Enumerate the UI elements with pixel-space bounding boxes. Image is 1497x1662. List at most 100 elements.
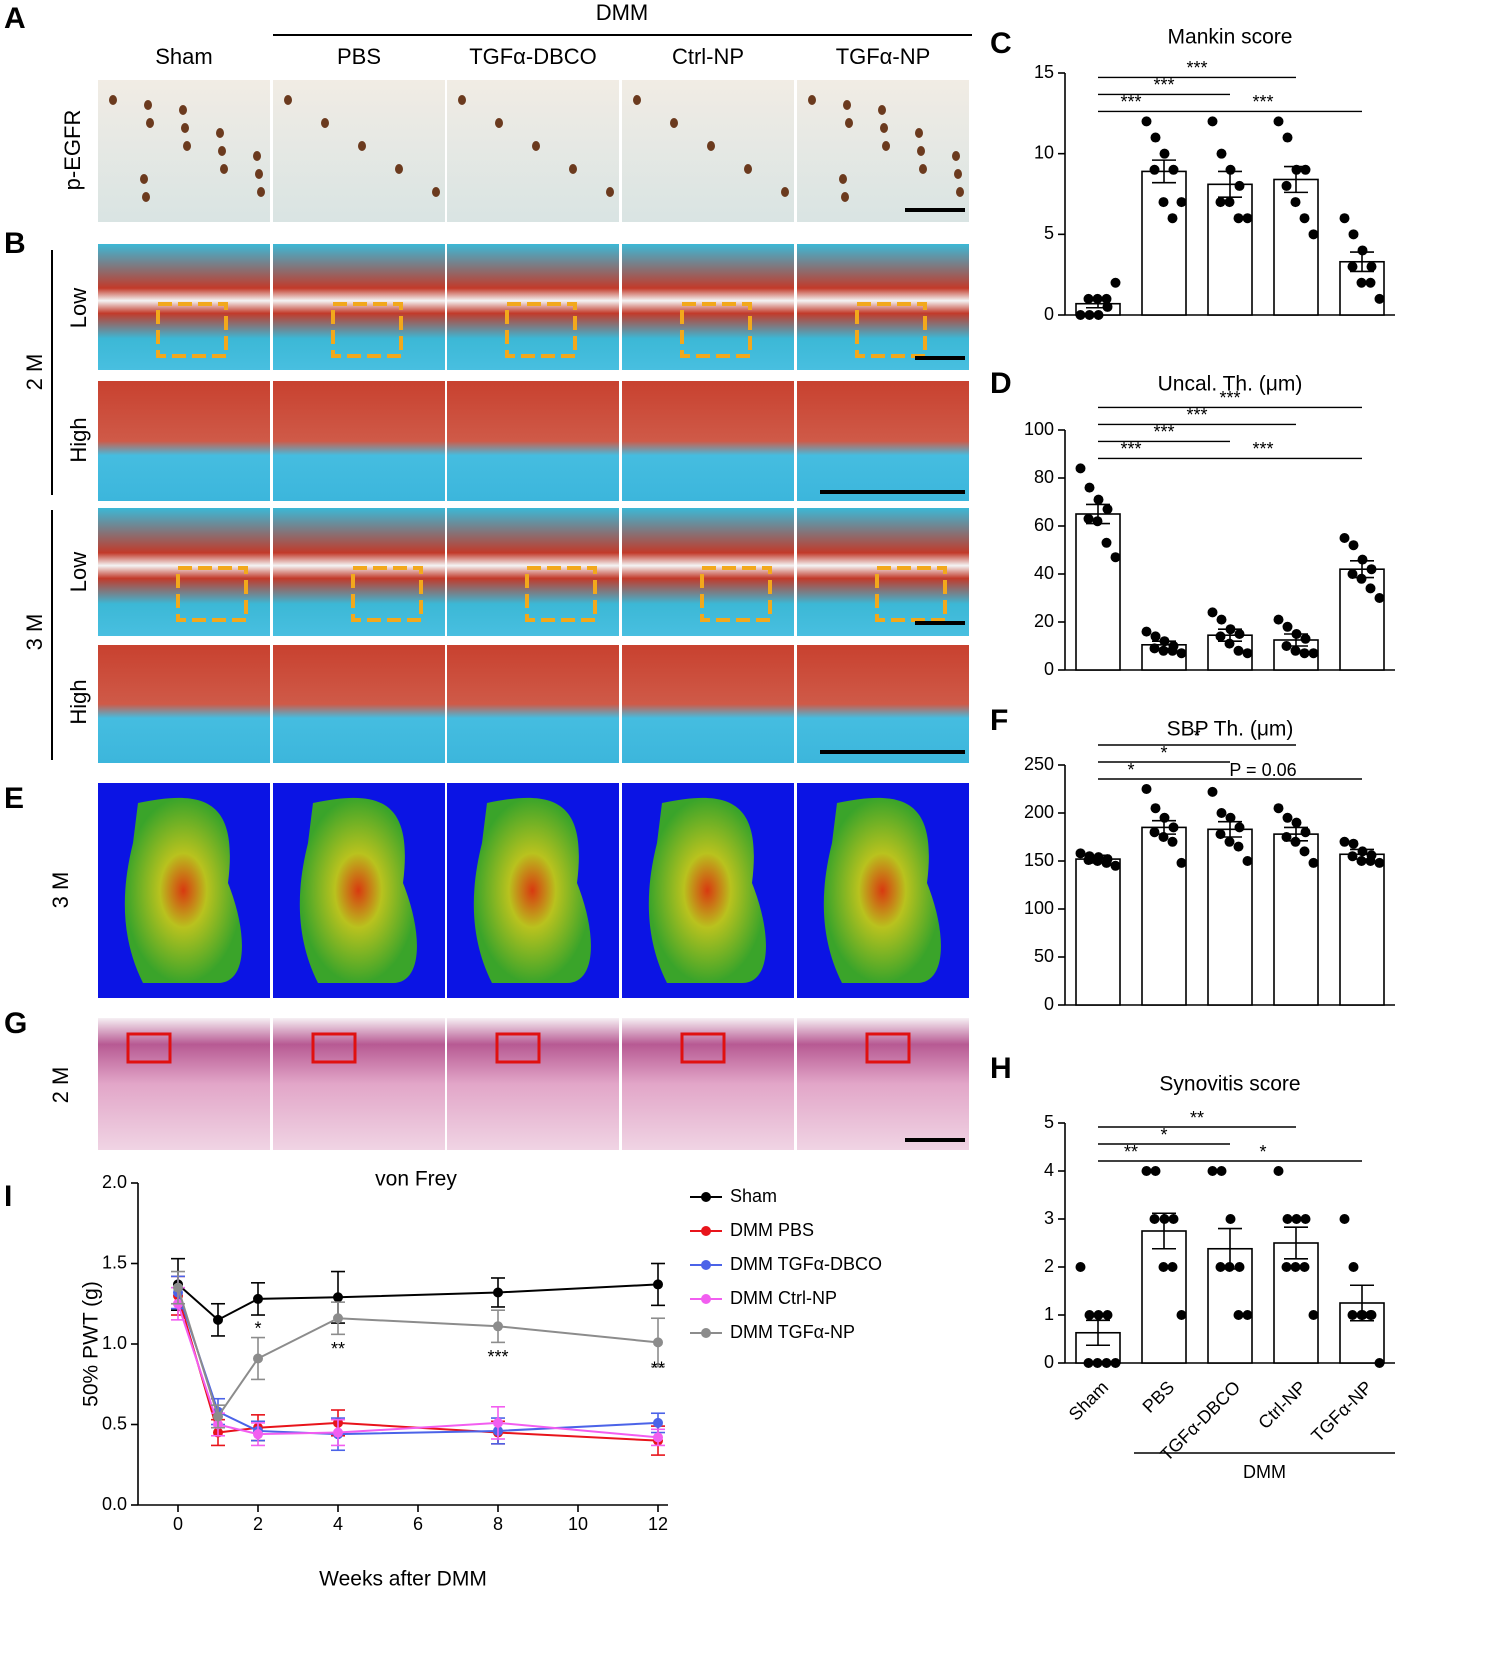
micrograph bbox=[622, 381, 794, 501]
data-point bbox=[1102, 1310, 1113, 1320]
data-point bbox=[1102, 301, 1113, 312]
y-tick-label: 1.0 bbox=[102, 1333, 127, 1353]
data-point bbox=[1084, 310, 1095, 320]
y-tick-label: 4 bbox=[1044, 1160, 1054, 1180]
surface bbox=[823, 797, 941, 983]
y-tick-label: 10 bbox=[1034, 142, 1054, 162]
row-label: p-EGFR bbox=[60, 110, 85, 191]
data-point bbox=[1225, 164, 1236, 175]
roi-box bbox=[331, 302, 403, 358]
data-point bbox=[1348, 229, 1359, 240]
y-tick-label: 100 bbox=[1024, 898, 1054, 918]
cell bbox=[181, 123, 189, 133]
chart-title: von Frey bbox=[375, 1168, 457, 1191]
data-point bbox=[1339, 836, 1350, 847]
roi-box bbox=[495, 1032, 541, 1064]
x-tick-label: PBS bbox=[1139, 1377, 1179, 1417]
data-point bbox=[1150, 803, 1161, 814]
x-tick-label: Ctrl-NP bbox=[1254, 1377, 1310, 1433]
significance-label: *** bbox=[1186, 58, 1207, 78]
micrograph bbox=[98, 244, 270, 370]
cell bbox=[257, 187, 265, 197]
cell bbox=[179, 105, 187, 115]
x-tick-label: Sham bbox=[1065, 1377, 1112, 1424]
data-point bbox=[1102, 504, 1113, 515]
data-point bbox=[1281, 832, 1292, 842]
data-point bbox=[1339, 213, 1350, 224]
data-point bbox=[253, 1293, 263, 1304]
data-point bbox=[1093, 310, 1104, 320]
data-point bbox=[1101, 1358, 1112, 1368]
data-point bbox=[1176, 197, 1187, 208]
data-point bbox=[1233, 841, 1244, 852]
data-point bbox=[1374, 593, 1385, 603]
cell bbox=[146, 118, 154, 128]
data-point bbox=[1101, 293, 1112, 304]
micrograph bbox=[447, 244, 619, 370]
significance-label: * bbox=[1259, 1142, 1266, 1162]
data-point bbox=[1215, 197, 1226, 208]
data-point bbox=[1207, 116, 1218, 127]
data-point bbox=[1374, 1358, 1385, 1368]
x-tick-label: 10 bbox=[568, 1514, 588, 1534]
data-point bbox=[1299, 1262, 1310, 1272]
cell bbox=[880, 123, 888, 133]
data-point bbox=[493, 1321, 503, 1332]
cell bbox=[532, 141, 540, 151]
panel-letter: D bbox=[990, 367, 1012, 400]
series-line bbox=[177, 1283, 659, 1322]
x-tick-label: 4 bbox=[333, 1514, 343, 1534]
data-point bbox=[1176, 857, 1187, 868]
cell bbox=[183, 141, 191, 151]
micrograph bbox=[273, 1018, 445, 1150]
x-axis-title: Weeks after DMM bbox=[319, 1568, 487, 1591]
significance-label: ** bbox=[1190, 1108, 1204, 1128]
surface bbox=[473, 797, 591, 983]
micrograph bbox=[273, 381, 445, 501]
bar bbox=[1273, 1242, 1319, 1364]
data-point bbox=[1339, 1214, 1350, 1224]
data-point bbox=[1374, 857, 1385, 868]
data-point bbox=[1216, 1166, 1227, 1176]
data-point bbox=[653, 1417, 663, 1428]
x-tick-label: 6 bbox=[413, 1514, 423, 1534]
cell bbox=[395, 164, 403, 174]
cell bbox=[917, 146, 925, 156]
data-point bbox=[1282, 621, 1293, 632]
cell bbox=[952, 151, 960, 161]
micrograph bbox=[447, 645, 619, 763]
data-point bbox=[1242, 213, 1253, 224]
micrograph bbox=[622, 1018, 794, 1150]
cell bbox=[142, 192, 150, 202]
micrograph bbox=[273, 80, 445, 222]
micrograph bbox=[273, 645, 445, 763]
roi-box bbox=[865, 1032, 911, 1064]
time-label: 3 M bbox=[48, 872, 73, 909]
annotation: * bbox=[254, 1318, 261, 1338]
data-point bbox=[1075, 1262, 1086, 1272]
cell bbox=[569, 164, 577, 174]
data-point bbox=[1093, 1310, 1104, 1320]
data-point bbox=[1215, 631, 1226, 642]
y-tick-label: 50 bbox=[1034, 946, 1054, 966]
micrograph bbox=[447, 80, 619, 222]
data-point bbox=[1282, 132, 1293, 143]
data-point bbox=[1234, 822, 1245, 833]
significance-label: *** bbox=[1219, 388, 1240, 408]
data-point bbox=[1299, 648, 1310, 659]
data-point bbox=[1282, 1214, 1293, 1224]
data-point bbox=[1110, 1358, 1121, 1368]
micrograph bbox=[98, 381, 270, 501]
cell bbox=[606, 187, 614, 197]
series-line bbox=[177, 1292, 659, 1436]
data-point bbox=[253, 1429, 263, 1440]
roi-box bbox=[505, 302, 577, 358]
column-label: Sham bbox=[155, 44, 212, 69]
x-tick-label: TGFα-NP bbox=[1307, 1377, 1376, 1446]
data-point bbox=[1215, 1262, 1226, 1272]
data-point bbox=[1168, 1214, 1179, 1224]
cell bbox=[140, 174, 148, 184]
roi-box bbox=[875, 566, 947, 622]
cell bbox=[109, 95, 117, 105]
roi-box bbox=[680, 302, 752, 358]
